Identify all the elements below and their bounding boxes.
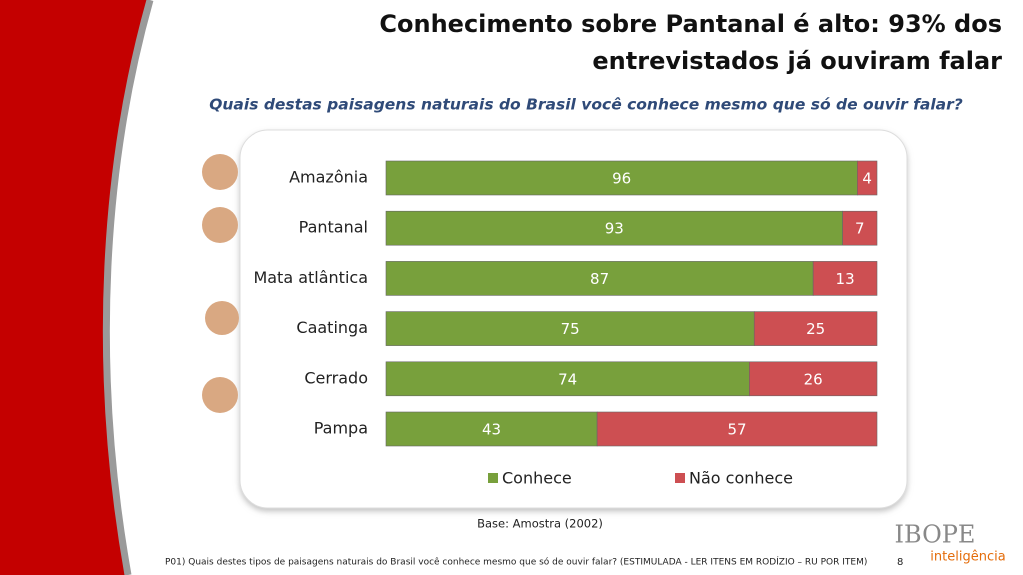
bar-segment [857,160,878,196]
bar-segment [385,261,814,296]
value-label: 93 [605,220,624,238]
value-label: 87 [590,270,609,288]
value-label: 25 [806,320,825,338]
category-label: Mata atlântica [253,268,368,287]
decor-stripe [102,0,154,575]
chart-title: Conhecimento sobre Pantanal é alto: 93% … [379,10,1002,75]
category-label: Amazônia [289,168,368,187]
value-label: 26 [804,370,823,388]
value-label: 43 [482,421,501,439]
people [202,154,239,413]
footnote: P01) Quais destes tipos de paisagens nat… [165,556,867,568]
bar-segment [385,210,843,246]
category-label: Pantanal [299,218,368,237]
bar-segment [385,361,750,397]
value-label: 96 [612,170,631,188]
bar-segment [596,411,878,447]
category-label: Pampa [314,419,368,438]
value-label: 13 [836,270,855,288]
category-label: Cerrado [304,368,368,387]
decor-swoosh [0,0,150,575]
value-label: 74 [558,370,577,388]
bar-segment [753,311,878,346]
legend-label: Conhece [502,469,572,488]
category-label: Caatinga [296,318,368,337]
legend-swatch [675,473,685,483]
bar-segment [842,210,878,246]
legend-label: Não conhece [689,469,793,488]
value-label: 57 [728,421,747,439]
page-number: 8 [897,557,903,568]
bar-segment [385,311,755,346]
bar-segment [812,261,878,296]
bar-segment [385,411,598,447]
logo-name: IBOPE [895,521,976,549]
legend-swatch [488,473,498,483]
value-label: 7 [855,220,865,238]
bar-segment [749,361,878,397]
chart-subtitle: Quais destas paisagens naturais do Brasi… [209,96,963,114]
bar-segment [385,160,858,196]
logo-tagline: inteligência [930,550,1005,565]
base-note: Base: Amostra (2002) [477,517,603,531]
value-label: 75 [561,320,580,338]
value-label: 4 [862,170,872,188]
